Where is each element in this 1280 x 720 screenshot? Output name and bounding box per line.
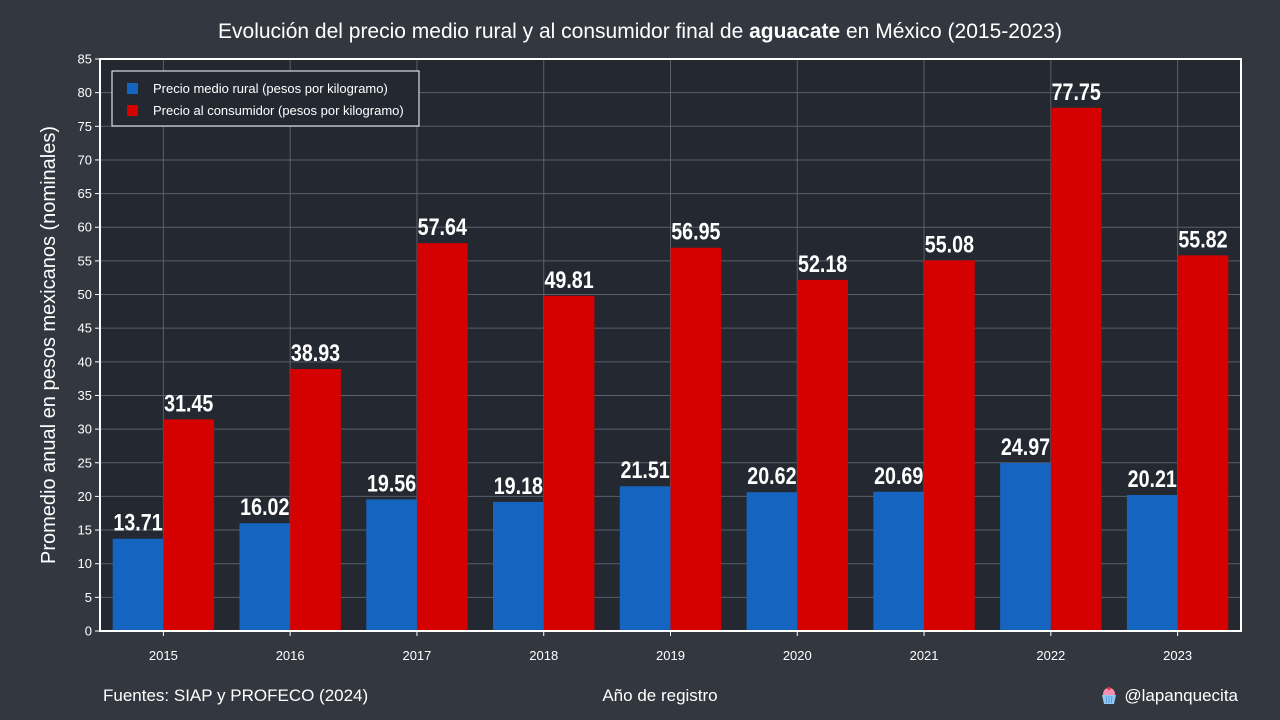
x-tick-label: 2020: [783, 648, 812, 663]
data-label: 19.56: [367, 470, 416, 497]
y-tick-label: 65: [78, 186, 92, 201]
data-label: 20.69: [874, 462, 923, 489]
bar-consumer: [1177, 255, 1229, 631]
y-tick-label: 0: [85, 624, 92, 639]
y-tick-label: 30: [78, 422, 92, 437]
x-axis-label: Año de registro: [602, 686, 718, 705]
bar-rural: [1126, 494, 1178, 631]
x-tick-label: 2023: [1163, 648, 1192, 663]
bar-rural: [239, 523, 291, 631]
x-tick-label: 2018: [529, 648, 558, 663]
data-label: 21.51: [621, 456, 670, 483]
bar-consumer: [290, 369, 341, 631]
bar-rural: [493, 501, 544, 631]
data-label: 24.97: [1001, 433, 1050, 460]
source-note: Fuentes: SIAP y PROFECO (2024): [103, 686, 369, 705]
title-bold: aguacate: [749, 20, 841, 43]
data-label: 55.08: [925, 230, 974, 257]
y-tick-label: 55: [78, 253, 92, 268]
legend-swatch: [127, 105, 138, 116]
y-tick-label: 10: [78, 556, 92, 571]
y-tick-label: 85: [78, 52, 92, 67]
y-tick-label: 5: [85, 590, 92, 605]
y-tick-label: 15: [78, 523, 92, 538]
bar-consumer: [670, 247, 722, 631]
x-tick-label: 2015: [149, 648, 178, 663]
y-axis-title: Promedio anual en pesos mexicanos (nomin…: [38, 126, 60, 564]
legend-label: Precio medio rural (pesos por kilogramo): [153, 81, 388, 96]
legend-swatch: [127, 83, 138, 94]
bar-rural: [619, 486, 671, 631]
bar-consumer: [416, 243, 468, 631]
bar-consumer: [163, 419, 215, 631]
data-label: 57.64: [418, 213, 468, 240]
author-handle: @lapanquecita: [1100, 686, 1238, 706]
y-tick-label: 80: [78, 85, 92, 100]
handle-text: @lapanquecita: [1124, 686, 1238, 705]
legend-box: [111, 70, 420, 127]
title-suffix: en México (2015-2023): [840, 20, 1062, 43]
chart-title: Evolución del precio medio rural y al co…: [0, 20, 1280, 44]
y-tick-label: 40: [78, 354, 92, 369]
x-tick-label: 2017: [402, 648, 431, 663]
x-tick-label: 2022: [1036, 648, 1065, 663]
bar-rural: [112, 538, 164, 631]
bar-rural: [1000, 462, 1051, 631]
y-tick-label: 45: [78, 321, 92, 336]
y-tick-label: 25: [78, 455, 92, 470]
data-label: 77.75: [1052, 78, 1101, 105]
data-label: 52.18: [798, 250, 847, 277]
y-tick-label: 75: [78, 119, 92, 134]
bar-consumer: [797, 279, 848, 631]
data-label: 49.81: [544, 266, 593, 293]
y-tick-label: 50: [78, 287, 92, 302]
y-tick-label: 35: [78, 388, 92, 403]
data-label: 31.45: [164, 389, 213, 416]
x-tick-label: 2016: [276, 648, 305, 663]
data-label: 38.93: [291, 339, 340, 366]
bar-rural: [366, 499, 417, 631]
data-label: 19.18: [494, 472, 543, 499]
data-label: 13.71: [113, 509, 162, 536]
bar-rural: [873, 491, 925, 631]
bar-consumer: [924, 260, 975, 631]
y-tick-label: 60: [78, 220, 92, 235]
x-tick-label: 2021: [910, 648, 939, 663]
bar-consumer: [1050, 107, 1102, 632]
data-label: 56.95: [671, 218, 720, 245]
data-label: 16.02: [240, 493, 289, 520]
cupcake-icon: [1102, 686, 1117, 704]
data-label: 20.62: [747, 462, 796, 489]
bar-consumer: [543, 295, 595, 631]
legend-label: Precio al consumidor (pesos por kilogram…: [153, 103, 404, 118]
data-label: 55.82: [1178, 225, 1227, 252]
data-label: 20.21: [1128, 465, 1177, 492]
y-tick-label: 20: [78, 489, 92, 504]
title-prefix: Evolución del precio medio rural y al co…: [218, 20, 750, 43]
bar-rural: [746, 492, 798, 631]
x-tick-label: 2019: [656, 648, 685, 663]
y-tick-label: 70: [78, 152, 92, 167]
